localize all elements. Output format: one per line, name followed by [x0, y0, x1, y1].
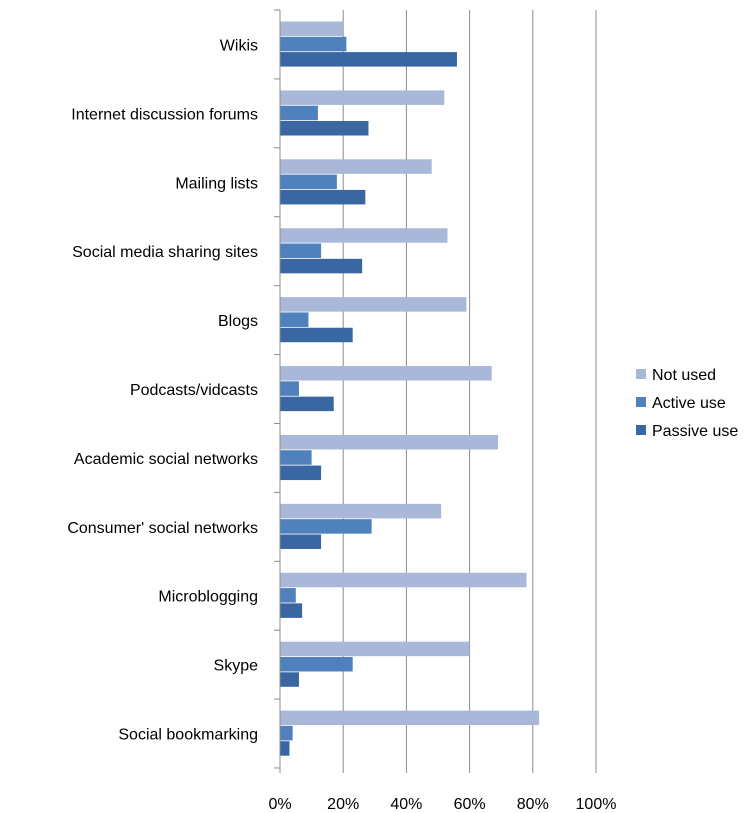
bar-not-used-blogs — [280, 297, 467, 312]
x-tick-label: 80% — [517, 796, 549, 813]
bar-not-used-social-bookmarking — [280, 710, 540, 726]
bar-active-use-skype — [280, 656, 353, 672]
x-tick-label: 100% — [576, 796, 617, 813]
bar-not-used-internet-discussion-forums — [280, 90, 445, 105]
legend-label-passive-use: Passive use — [652, 423, 738, 440]
category-label: Consumer' social networks — [67, 520, 258, 537]
bar-not-used-microblogging — [280, 572, 527, 588]
bar-not-used-consumer-social-networks — [280, 503, 442, 519]
legend: Not used Active use Passive use — [636, 367, 738, 440]
category-label: Blogs — [218, 313, 258, 330]
bar-passive-use-microblogging — [280, 603, 303, 618]
category-label: Internet discussion forums — [71, 106, 258, 123]
bar-active-use-academic-social-networks — [280, 450, 312, 465]
category-labels: Wikis Internet discussion forums Mailing l… — [67, 37, 258, 743]
bar-active-use-blogs — [280, 312, 309, 327]
x-tick-label: 0% — [268, 796, 291, 813]
bar-active-use-podcasts-vidcasts — [280, 381, 299, 396]
bars — [280, 21, 540, 756]
gridlines — [342, 10, 597, 768]
bar-passive-use-blogs — [280, 327, 353, 343]
bar-active-use-mailing-lists — [280, 174, 337, 190]
bar-active-use-social-bookmarking — [280, 725, 293, 741]
category-axis — [274, 9, 597, 773]
bar-not-used-skype — [280, 641, 470, 657]
category-label: Social media sharing sites — [72, 244, 258, 261]
category-label: Skype — [214, 658, 259, 675]
legend-swatch-active-use — [636, 397, 646, 407]
x-tick-label: 20% — [327, 796, 359, 813]
bar-passive-use-mailing-lists — [280, 189, 366, 205]
bar-passive-use-consumer-social-networks — [280, 534, 322, 549]
bar-active-use-microblogging — [280, 588, 296, 603]
bar-passive-use-academic-social-networks — [280, 465, 322, 481]
category-label: Podcasts/vidcasts — [130, 382, 258, 399]
bar-not-used-wikis — [280, 21, 344, 36]
legend-swatch-passive-use — [636, 425, 646, 435]
bar-passive-use-internet-discussion-forums — [280, 121, 369, 136]
bar-passive-use-social-media-sharing-sites — [280, 258, 363, 274]
bar-active-use-internet-discussion-forums — [280, 105, 318, 121]
bar-not-used-podcasts-vidcasts — [280, 366, 492, 381]
x-tick-label: 60% — [454, 796, 486, 813]
category-label: Mailing lists — [175, 175, 258, 192]
bar-active-use-wikis — [280, 36, 347, 52]
bar-active-use-social-media-sharing-sites — [280, 243, 322, 259]
x-tick-labels: 0% 20% 40% 60% 80% 100% — [268, 796, 616, 813]
bar-passive-use-podcasts-vidcasts — [280, 396, 334, 412]
category-label: Academic social networks — [74, 451, 258, 468]
category-label: Wikis — [220, 37, 258, 54]
bar-passive-use-social-bookmarking — [280, 741, 290, 756]
bar-passive-use-skype — [280, 672, 299, 687]
legend-swatch-not-used — [636, 369, 646, 379]
x-tick-label: 40% — [390, 796, 422, 813]
bar-not-used-social-media-sharing-sites — [280, 228, 448, 243]
bar-not-used-academic-social-networks — [280, 434, 499, 450]
category-label: Social bookmarking — [118, 727, 258, 744]
bar-passive-use-wikis — [280, 52, 457, 67]
category-label: Microblogging — [158, 589, 258, 606]
legend-label-not-used: Not used — [652, 367, 716, 384]
bar-active-use-consumer-social-networks — [280, 519, 372, 534]
bar-not-used-mailing-lists — [280, 159, 432, 174]
legend-label-active-use: Active use — [652, 395, 726, 412]
